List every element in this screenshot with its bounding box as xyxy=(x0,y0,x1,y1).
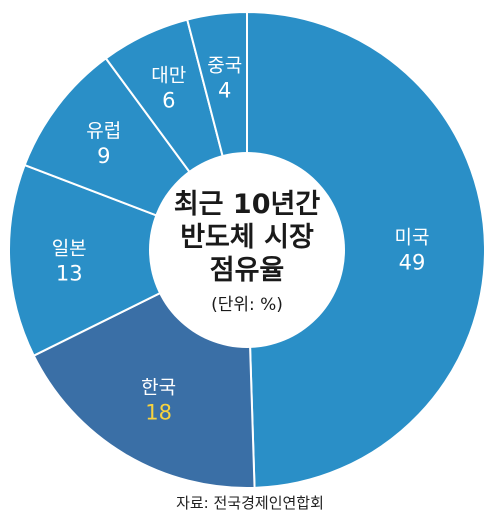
slice-label-3: 유럽 xyxy=(86,120,121,142)
center-title-line-1: 최근 10년간 xyxy=(174,189,320,220)
center-hole xyxy=(149,152,345,348)
slice-value-1: 18 xyxy=(145,401,172,425)
center-text: 최근 10년간 반도체 시장 점유율 (단위: %) xyxy=(174,189,320,315)
slice-value-4: 6 xyxy=(162,89,175,113)
center-title-line-2: 반도체 시장 xyxy=(180,222,314,253)
source-note: 자료: 전국경제인연합회 xyxy=(176,494,324,512)
slice-value-5: 4 xyxy=(218,78,231,102)
center-title-line-3: 점유율 xyxy=(210,255,285,286)
slice-label-0: 미국 xyxy=(394,226,429,248)
center-unit: (단위: %) xyxy=(211,295,283,315)
slice-value-3: 9 xyxy=(97,144,110,168)
slice-value-2: 13 xyxy=(56,261,83,285)
slice-2 xyxy=(8,163,250,358)
slice-label-2: 일본 xyxy=(52,237,87,259)
slice-label-5: 중국 xyxy=(207,54,242,76)
slice-label-1: 한국 xyxy=(141,377,176,399)
slice-label-4: 대만 xyxy=(151,65,186,87)
slice-0 xyxy=(246,10,486,489)
slice-value-0: 49 xyxy=(399,250,426,274)
